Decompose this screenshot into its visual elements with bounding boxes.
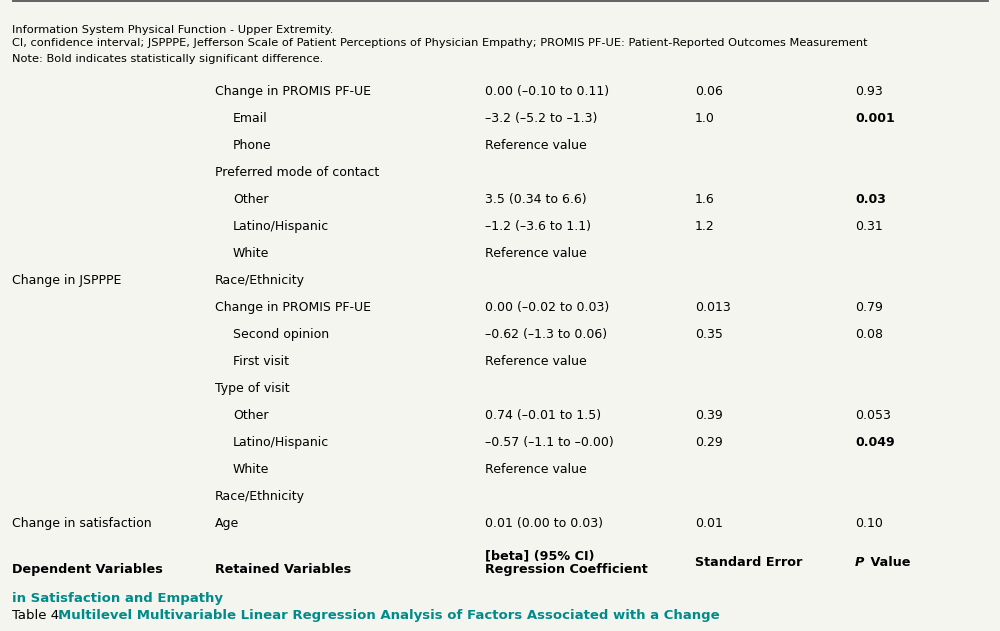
- Text: White: White: [233, 463, 269, 476]
- Text: Reference value: Reference value: [485, 139, 587, 152]
- Text: 0.049: 0.049: [855, 436, 895, 449]
- Text: Race/Ethnicity: Race/Ethnicity: [215, 490, 305, 503]
- Text: 0.01 (0.00 to 0.03): 0.01 (0.00 to 0.03): [485, 517, 603, 530]
- Text: 0.10: 0.10: [855, 517, 883, 530]
- Text: 0.39: 0.39: [695, 409, 723, 422]
- Text: Reference value: Reference value: [485, 247, 587, 260]
- Text: 0.06: 0.06: [695, 85, 723, 98]
- Text: Standard Error: Standard Error: [695, 556, 802, 569]
- Text: Type of visit: Type of visit: [215, 382, 290, 395]
- Text: CI, confidence interval; JSPPPE, Jefferson Scale of Patient Perceptions of Physi: CI, confidence interval; JSPPPE, Jeffers…: [12, 38, 868, 48]
- Text: –0.57 (–1.1 to –0.00): –0.57 (–1.1 to –0.00): [485, 436, 614, 449]
- Text: Regression Coefficient: Regression Coefficient: [485, 563, 648, 576]
- Text: 0.053: 0.053: [855, 409, 891, 422]
- Text: 0.79: 0.79: [855, 301, 883, 314]
- Text: Information System Physical Function - Upper Extremity.: Information System Physical Function - U…: [12, 25, 333, 35]
- Text: White: White: [233, 247, 269, 260]
- Text: 1.6: 1.6: [695, 193, 715, 206]
- Text: Note: Bold indicates statistically significant difference.: Note: Bold indicates statistically signi…: [12, 54, 323, 64]
- Text: Race/Ethnicity: Race/Ethnicity: [215, 274, 305, 287]
- Text: 0.93: 0.93: [855, 85, 883, 98]
- Text: Change in JSPPPE: Change in JSPPPE: [12, 274, 121, 287]
- Text: First visit: First visit: [233, 355, 289, 368]
- Text: 1.0: 1.0: [695, 112, 715, 125]
- Text: Second opinion: Second opinion: [233, 328, 329, 341]
- Text: 0.00 (–0.10 to 0.11): 0.00 (–0.10 to 0.11): [485, 85, 609, 98]
- Text: Change in satisfaction: Change in satisfaction: [12, 517, 152, 530]
- Text: Other: Other: [233, 193, 268, 206]
- Text: –1.2 (–3.6 to 1.1): –1.2 (–3.6 to 1.1): [485, 220, 591, 233]
- Text: Reference value: Reference value: [485, 355, 587, 368]
- Text: 0.01: 0.01: [695, 517, 723, 530]
- Text: P: P: [855, 556, 864, 569]
- Text: Phone: Phone: [233, 139, 272, 152]
- Text: Change in PROMIS PF-UE: Change in PROMIS PF-UE: [215, 85, 371, 98]
- Text: Latino/Hispanic: Latino/Hispanic: [233, 436, 329, 449]
- Text: Age: Age: [215, 517, 239, 530]
- Text: Dependent Variables: Dependent Variables: [12, 563, 163, 576]
- Text: [beta] (95% CI): [beta] (95% CI): [485, 549, 594, 562]
- Text: Reference value: Reference value: [485, 463, 587, 476]
- Text: 1.2: 1.2: [695, 220, 715, 233]
- Text: Preferred mode of contact: Preferred mode of contact: [215, 166, 379, 179]
- Text: Email: Email: [233, 112, 268, 125]
- Text: 0.03: 0.03: [855, 193, 886, 206]
- Text: Value: Value: [866, 556, 910, 569]
- Text: 0.001: 0.001: [855, 112, 895, 125]
- Text: in Satisfaction and Empathy: in Satisfaction and Empathy: [12, 592, 223, 605]
- Text: 0.00 (–0.02 to 0.03): 0.00 (–0.02 to 0.03): [485, 301, 609, 314]
- Text: 0.013: 0.013: [695, 301, 731, 314]
- Text: 0.35: 0.35: [695, 328, 723, 341]
- Text: Multilevel Multivariable Linear Regression Analysis of Factors Associated with a: Multilevel Multivariable Linear Regressi…: [58, 609, 720, 622]
- Text: Change in PROMIS PF-UE: Change in PROMIS PF-UE: [215, 301, 371, 314]
- Text: 0.31: 0.31: [855, 220, 883, 233]
- Text: Latino/Hispanic: Latino/Hispanic: [233, 220, 329, 233]
- Text: 0.74 (–0.01 to 1.5): 0.74 (–0.01 to 1.5): [485, 409, 601, 422]
- Text: Table 4.: Table 4.: [12, 609, 68, 622]
- Text: Retained Variables: Retained Variables: [215, 563, 351, 576]
- Text: –0.62 (–1.3 to 0.06): –0.62 (–1.3 to 0.06): [485, 328, 607, 341]
- Text: 0.08: 0.08: [855, 328, 883, 341]
- Text: 0.29: 0.29: [695, 436, 723, 449]
- Text: Other: Other: [233, 409, 268, 422]
- Text: –3.2 (–5.2 to –1.3): –3.2 (–5.2 to –1.3): [485, 112, 597, 125]
- Text: 3.5 (0.34 to 6.6): 3.5 (0.34 to 6.6): [485, 193, 587, 206]
